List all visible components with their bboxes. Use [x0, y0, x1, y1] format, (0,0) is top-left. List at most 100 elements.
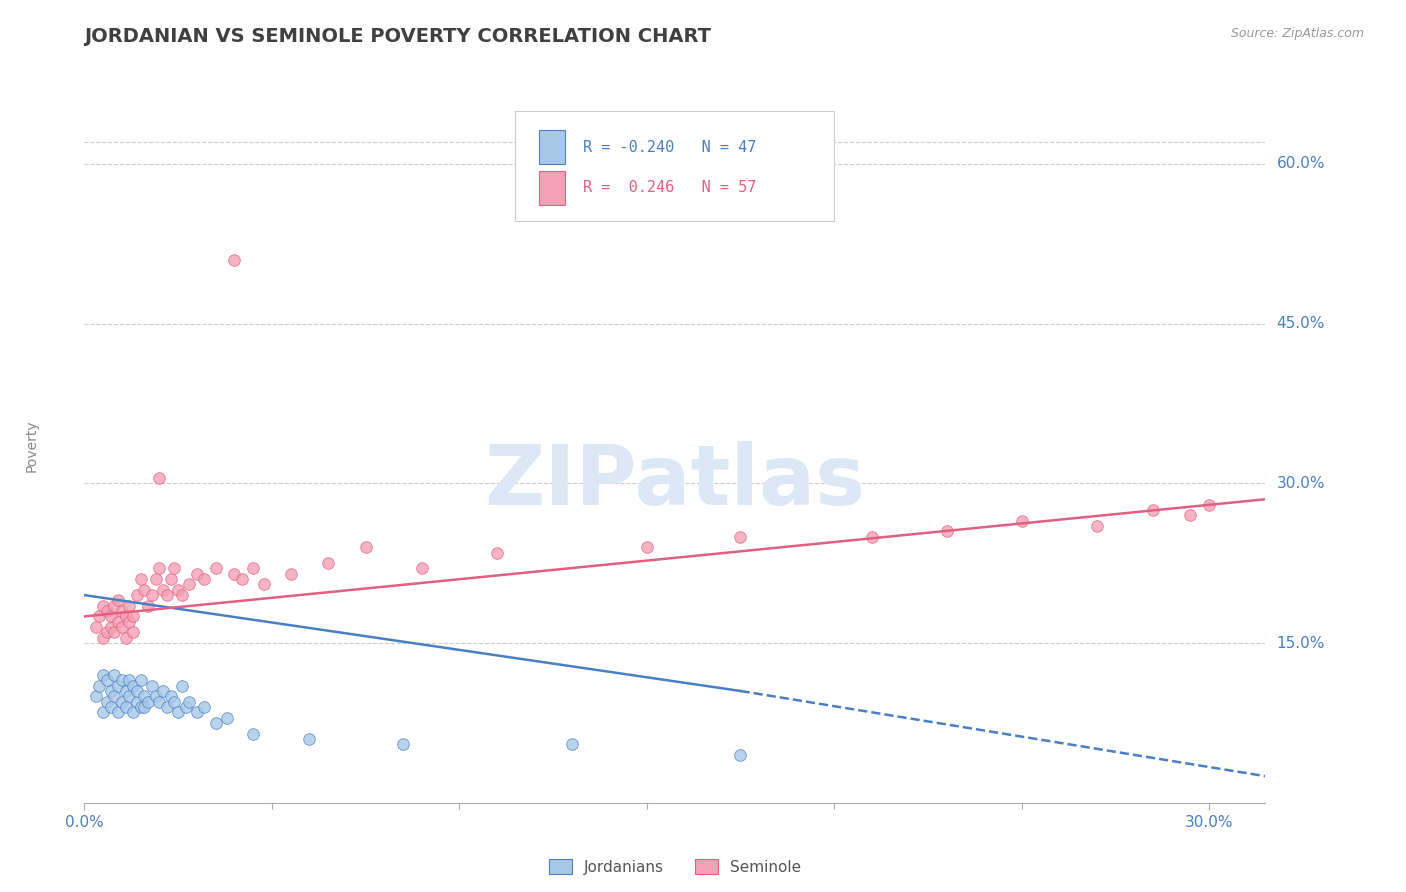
Point: [242, 726, 264, 740]
Point: [91, 668, 114, 682]
Point: [107, 679, 129, 693]
Point: [1142, 503, 1164, 517]
Text: 15.0%: 15.0%: [1277, 635, 1324, 650]
Point: [145, 690, 167, 704]
Point: [103, 599, 125, 613]
Point: [118, 690, 141, 704]
Point: [114, 609, 136, 624]
Point: [134, 690, 156, 704]
Point: [96, 695, 118, 709]
Point: [129, 700, 152, 714]
Point: [103, 668, 125, 682]
Point: [84, 620, 107, 634]
Point: [636, 540, 658, 554]
Point: [193, 700, 215, 714]
Point: [141, 679, 163, 693]
Point: [170, 679, 193, 693]
Point: [156, 700, 179, 714]
Point: [111, 695, 134, 709]
Point: [129, 572, 152, 586]
Point: [103, 690, 125, 704]
Point: [136, 599, 159, 613]
Point: [148, 695, 170, 709]
Point: [253, 577, 276, 591]
Point: [103, 625, 125, 640]
Point: [89, 679, 111, 693]
Point: [84, 690, 107, 704]
Text: JORDANIAN VS SEMINOLE POVERTY CORRELATION CHART: JORDANIAN VS SEMINOLE POVERTY CORRELATIO…: [84, 27, 711, 45]
Point: [186, 566, 208, 581]
Point: [96, 604, 118, 618]
Point: [125, 588, 148, 602]
Point: [159, 690, 181, 704]
Point: [118, 673, 141, 688]
Point: [167, 706, 190, 720]
FancyBboxPatch shape: [516, 111, 834, 221]
Point: [107, 615, 129, 629]
Point: [159, 572, 181, 586]
Point: [145, 572, 167, 586]
Point: [193, 572, 215, 586]
Point: [122, 679, 145, 693]
Text: Poverty: Poverty: [24, 420, 38, 472]
Point: [561, 737, 583, 751]
Text: Source: ZipAtlas.com: Source: ZipAtlas.com: [1230, 27, 1364, 40]
Point: [179, 577, 201, 591]
Point: [174, 700, 197, 714]
Point: [280, 566, 302, 581]
Text: 30.0%: 30.0%: [1277, 475, 1324, 491]
Point: [91, 599, 114, 613]
Point: [125, 695, 148, 709]
Text: R = -0.240   N = 47: R = -0.240 N = 47: [582, 139, 756, 154]
Point: [122, 706, 145, 720]
Point: [107, 706, 129, 720]
Point: [179, 695, 201, 709]
Point: [136, 695, 159, 709]
Point: [118, 615, 141, 629]
Text: 60.0%: 60.0%: [1277, 156, 1324, 171]
Point: [186, 706, 208, 720]
Point: [354, 540, 377, 554]
Point: [118, 599, 141, 613]
Point: [1198, 498, 1220, 512]
Point: [1180, 508, 1202, 523]
Point: [111, 620, 134, 634]
Point: [167, 582, 190, 597]
Point: [91, 706, 114, 720]
Point: [163, 695, 186, 709]
Point: [204, 561, 226, 575]
Point: [100, 620, 122, 634]
Point: [122, 609, 145, 624]
Point: [170, 588, 193, 602]
Point: [231, 572, 253, 586]
Point: [111, 673, 134, 688]
Text: 45.0%: 45.0%: [1277, 316, 1324, 331]
Point: [1085, 519, 1108, 533]
Point: [730, 747, 752, 762]
Point: [96, 625, 118, 640]
Point: [107, 593, 129, 607]
Point: [242, 561, 264, 575]
Point: [148, 471, 170, 485]
Point: [100, 684, 122, 698]
Point: [148, 561, 170, 575]
Point: [125, 684, 148, 698]
Point: [114, 631, 136, 645]
Point: [935, 524, 957, 539]
FancyBboxPatch shape: [538, 130, 565, 164]
Point: [316, 556, 339, 570]
Point: [485, 545, 508, 559]
Point: [224, 252, 246, 267]
Point: [298, 731, 321, 746]
Point: [111, 604, 134, 618]
Point: [163, 561, 186, 575]
Point: [129, 673, 152, 688]
Point: [1011, 514, 1033, 528]
Point: [96, 673, 118, 688]
Point: [224, 566, 246, 581]
Point: [141, 588, 163, 602]
Point: [411, 561, 433, 575]
Point: [100, 700, 122, 714]
Point: [152, 684, 174, 698]
Point: [392, 737, 415, 751]
